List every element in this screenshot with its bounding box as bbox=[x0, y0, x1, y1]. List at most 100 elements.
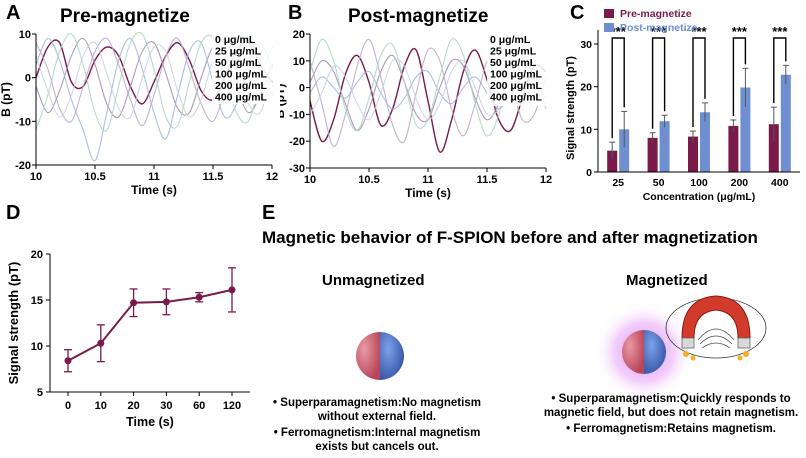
x-tick-label: 12 bbox=[266, 171, 278, 183]
y-tick-label: 10 bbox=[580, 124, 592, 136]
x-tick-label: 120 bbox=[223, 400, 241, 412]
legend-entry: 200 μg/mL bbox=[490, 80, 543, 92]
unmagnetized-bullets: • Superparamagnetism:No magnetism withou… bbox=[272, 396, 482, 456]
x-tick-label: 200 bbox=[731, 177, 749, 189]
legend-entry: 200 μg/mL bbox=[215, 80, 268, 92]
y-tick-label: 10 bbox=[31, 341, 43, 353]
data-point bbox=[64, 357, 72, 365]
legend-entry: Pre-magnetize bbox=[620, 8, 692, 20]
chart-a: 10 10.5 11 11.5 12 10 0 -10 -20 Time (s) B (pT) 0 μ… bbox=[0, 29, 278, 197]
y-axis-label: B (pT) bbox=[280, 84, 287, 119]
y-tick-label: 20 bbox=[293, 29, 305, 41]
legend-entry: 100 μg/mL bbox=[215, 69, 268, 81]
panel-letter-c: C bbox=[570, 2, 585, 24]
panel-letter-a: A bbox=[6, 2, 21, 24]
y-tick-label: 10 bbox=[293, 56, 305, 68]
panel-letter-b: B bbox=[288, 2, 303, 24]
y-tick-label: 30 bbox=[580, 39, 592, 51]
y-tick-label: 15 bbox=[31, 295, 43, 307]
legend-swatch bbox=[604, 23, 614, 32]
y-tick-label: 10 bbox=[19, 29, 31, 41]
significance-bracket bbox=[732, 37, 747, 116]
list-item: • Superparamagnetism:No magnetism withou… bbox=[273, 397, 481, 423]
x-tick-label: 11.5 bbox=[477, 174, 498, 186]
legend-entry: 25 μg/mL bbox=[215, 46, 262, 58]
chart-d: 20 15 10 5 0 10 20 30 60 120 Time (s) Signal streng… bbox=[6, 249, 250, 429]
data-point bbox=[97, 339, 105, 347]
panel-e-title: Magnetic behavior of F-SPION before and … bbox=[262, 228, 758, 247]
bar-post bbox=[700, 112, 710, 172]
data-point bbox=[130, 299, 138, 307]
x-tick-label: 10 bbox=[30, 171, 42, 183]
y-tick-label: -10 bbox=[289, 109, 305, 121]
x-tick-label: 11.5 bbox=[203, 171, 224, 183]
significance-label: *** bbox=[732, 24, 748, 39]
legend-box bbox=[212, 32, 272, 104]
bar-post bbox=[780, 74, 791, 172]
significance-bracket bbox=[651, 37, 666, 129]
unmagnetized-heading: Unmagnetized bbox=[322, 272, 425, 289]
panel-letter-d: D bbox=[6, 202, 21, 224]
horseshoe-magnet-icon bbox=[665, 295, 767, 361]
y-tick-label: -10 bbox=[15, 116, 31, 128]
legend-entry: Post-magnetize bbox=[620, 22, 698, 34]
y-axis-label: B (pT) bbox=[0, 82, 13, 117]
x-tick-label: 10.5 bbox=[84, 171, 105, 183]
bar-post bbox=[659, 121, 670, 172]
series-line-3 bbox=[35, 37, 273, 162]
y-tick-label: 20 bbox=[580, 82, 592, 94]
significance-label: *** bbox=[691, 24, 707, 39]
unmagnetized-particle-illustration bbox=[356, 332, 404, 380]
significance-bracket bbox=[773, 37, 787, 104]
bar-post bbox=[740, 87, 751, 172]
significance-bracket bbox=[692, 37, 706, 128]
list-item: • Ferromagnetism:Retains magnetism. bbox=[566, 423, 776, 435]
y-tick-label: 0 bbox=[586, 167, 592, 179]
magnetized-heading: Magnetized bbox=[626, 272, 708, 289]
bar-pre bbox=[647, 137, 658, 172]
x-tick-label: 400 bbox=[771, 177, 789, 189]
x-tick-label: 10 bbox=[95, 400, 107, 412]
legend-entry: 400 μg/mL bbox=[215, 92, 268, 104]
bar-pre bbox=[607, 150, 618, 172]
chart-c: *** 25 *** 50 *** 100 *** 200 *** 400 0 10 20 30 Conce… bbox=[565, 8, 800, 203]
x-tick-label: 11 bbox=[148, 171, 160, 183]
y-tick-label: -20 bbox=[289, 136, 305, 148]
y-axis-label: Signal strength (pT) bbox=[565, 56, 577, 160]
x-tick-label: 0 bbox=[65, 400, 71, 412]
significance-label: *** bbox=[772, 24, 788, 39]
x-axis-label: Concentration (μg/mL) bbox=[643, 191, 756, 203]
significance-label: *** bbox=[651, 24, 667, 39]
legend-entry: 100 μg/mL bbox=[490, 69, 543, 81]
panel-letter-e: E bbox=[262, 202, 276, 224]
chart-b: 10 10.5 11 11.5 12 20 10 0 -10 -20 -30 Time (s) B (p… bbox=[280, 29, 552, 200]
legend-entry: 0 μg/mL bbox=[490, 34, 531, 46]
legend-entry: 400 μg/mL bbox=[490, 92, 543, 104]
data-point bbox=[162, 298, 170, 306]
x-axis-label: Time (s) bbox=[405, 186, 451, 200]
significance-bracket bbox=[611, 37, 625, 139]
x-tick-label: 30 bbox=[160, 400, 172, 412]
data-point bbox=[228, 286, 236, 294]
series-line bbox=[67, 288, 233, 362]
series-line-0 bbox=[309, 48, 547, 153]
x-tick-label: 11 bbox=[422, 174, 434, 186]
x-tick-label: 50 bbox=[653, 177, 665, 189]
list-item: • Superparamagnetism:Quickly responds to… bbox=[543, 393, 799, 419]
y-tick-label: -20 bbox=[15, 160, 31, 172]
legend-box bbox=[487, 32, 549, 106]
y-tick-label: 5 bbox=[37, 387, 43, 399]
significance-label: *** bbox=[611, 24, 627, 39]
magnetized-bullets: • Superparamagnetism:Quickly responds to… bbox=[540, 392, 802, 438]
x-axis-label: Time (s) bbox=[126, 415, 174, 429]
x-tick-label: 25 bbox=[612, 177, 624, 189]
x-tick-label: 10.5 bbox=[358, 174, 379, 186]
y-axis-label: Signal strength (pT) bbox=[6, 262, 21, 385]
legend-entry: 25 μg/mL bbox=[490, 46, 537, 58]
bar-pre bbox=[728, 125, 739, 172]
legend-entry: 0 μg/mL bbox=[215, 34, 256, 46]
series-line-4 bbox=[35, 31, 273, 132]
legend-entry: 50 μg/mL bbox=[490, 57, 537, 69]
y-tick-label: 0 bbox=[299, 83, 305, 95]
magnetized-particle-illustration bbox=[594, 295, 767, 398]
